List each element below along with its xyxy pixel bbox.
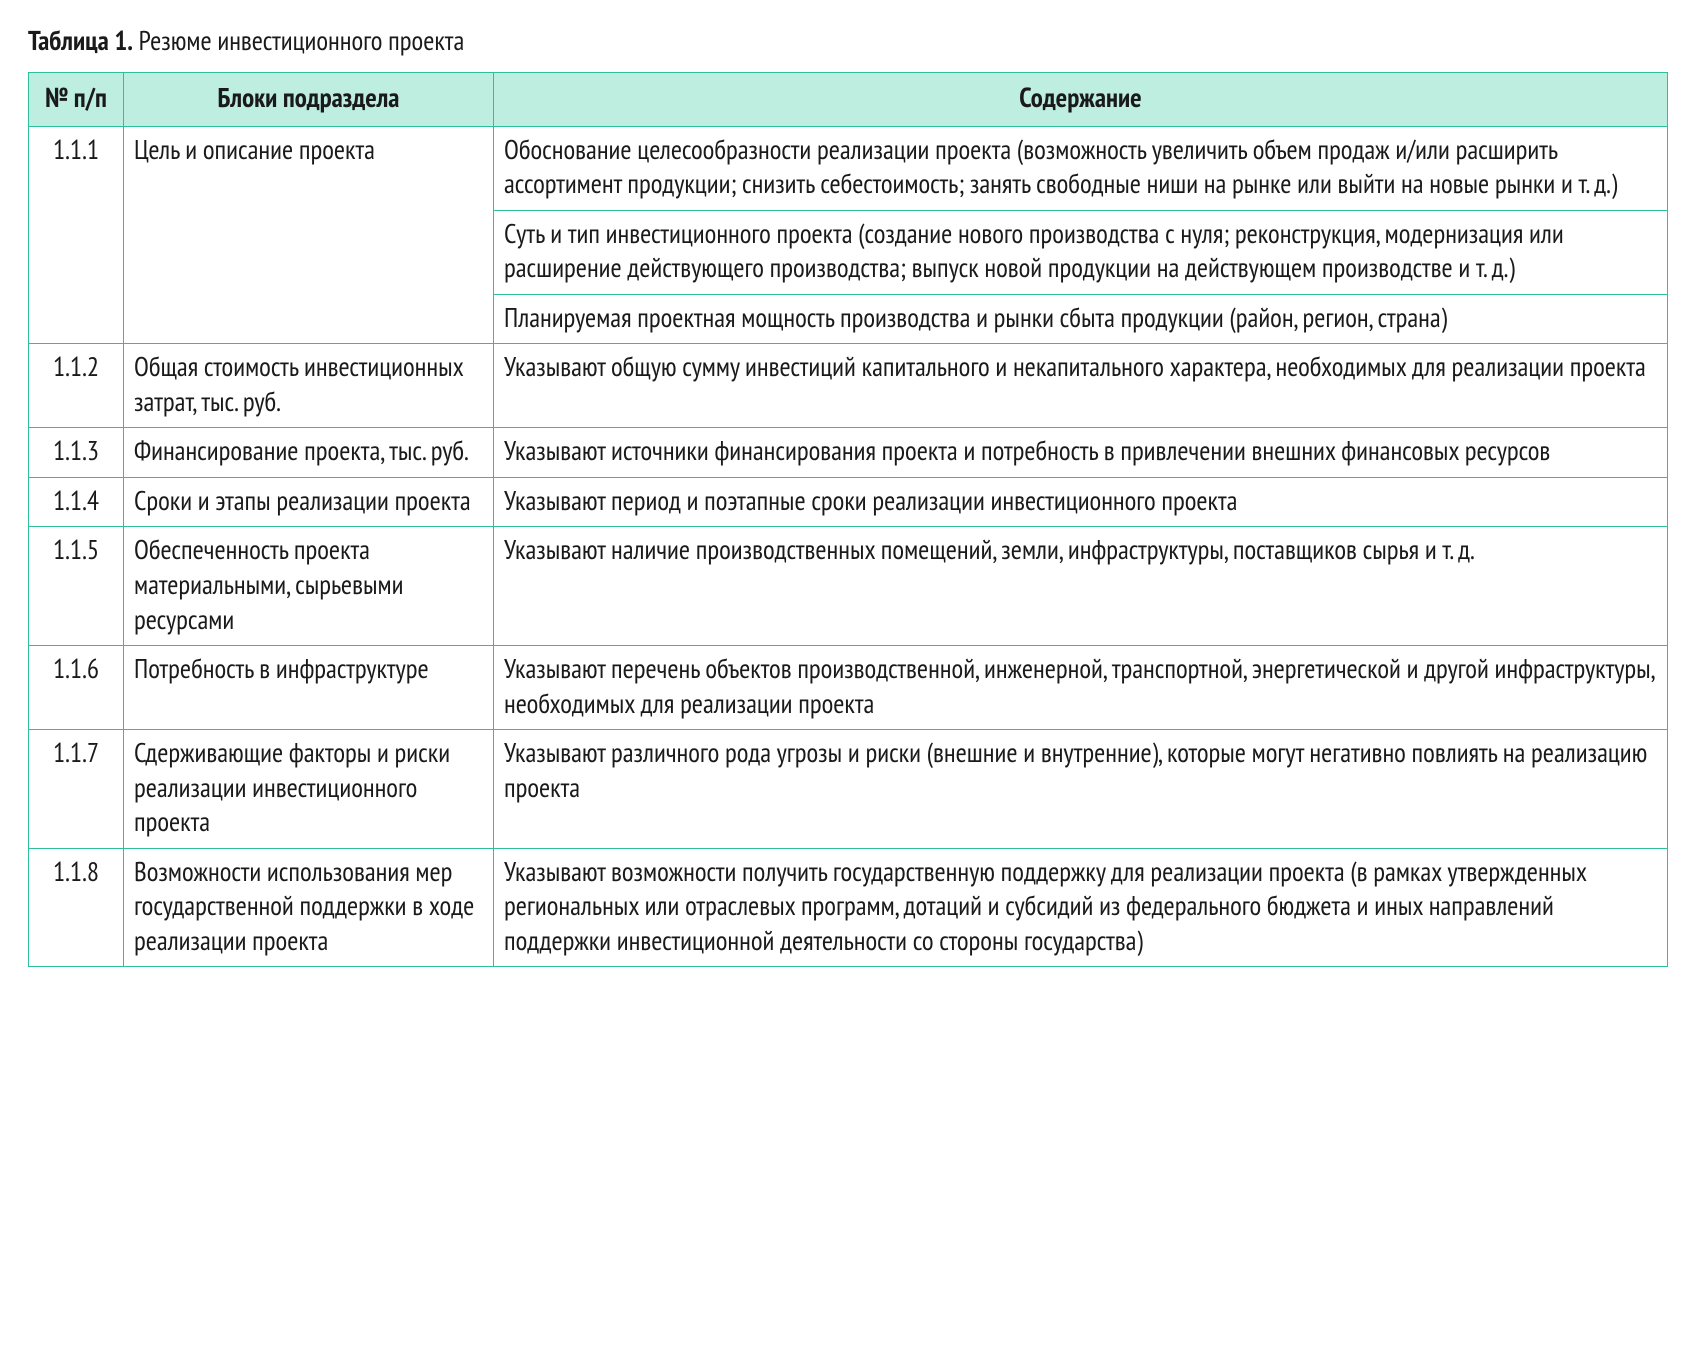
table-row: 1.1.4Сроки и этапы реализации проектаУка… (29, 477, 1668, 527)
cell-num: 1.1.1 (29, 126, 124, 344)
cell-num: 1.1.8 (29, 848, 124, 967)
cell-content: Указывают перечень объектов производстве… (494, 646, 1668, 730)
table-row: 1.1.1Цель и описание проектаОбоснование … (29, 126, 1668, 210)
cell-content: Указывают наличие производственных помещ… (494, 527, 1668, 646)
cell-block: Сдерживающие факторы и риски реализации … (124, 730, 494, 849)
table-caption: Таблица 1. Резюме инвестиционного проект… (28, 24, 1668, 58)
cell-num: 1.1.2 (29, 344, 124, 428)
table-row: 1.1.6Потребность в инфраструктуреУказыва… (29, 646, 1668, 730)
cell-block: Финансирование проекта, тыс. руб. (124, 428, 494, 478)
table-row: 1.1.3Финансирование проекта, тыс. руб.Ук… (29, 428, 1668, 478)
table-row: 1.1.7Сдерживающие факторы и риски реализ… (29, 730, 1668, 849)
cell-block: Потребность в инфраструктуре (124, 646, 494, 730)
caption-bold: Таблица 1. (28, 24, 133, 58)
table-row: 1.1.5Обеспеченность проекта материальным… (29, 527, 1668, 646)
cell-content: Обоснование целесообразности реализации … (494, 126, 1668, 210)
cell-content: Указывают различного рода угрозы и риски… (494, 730, 1668, 849)
col-header-num: № п/п (29, 73, 124, 127)
cell-num: 1.1.4 (29, 477, 124, 527)
cell-content: Суть и тип инвестиционного проекта (созд… (494, 210, 1668, 294)
caption-rest: Резюме инвестиционного проекта (133, 24, 464, 58)
cell-num: 1.1.5 (29, 527, 124, 646)
cell-num: 1.1.7 (29, 730, 124, 849)
table-row: 1.1.2Общая стоимость инвестиционных затр… (29, 344, 1668, 428)
cell-content: Указывают источники финансирования проек… (494, 428, 1668, 478)
cell-content: Указывают период и поэтапные сроки реали… (494, 477, 1668, 527)
cell-num: 1.1.3 (29, 428, 124, 478)
cell-block: Общая стоимость инвестиционных затрат, т… (124, 344, 494, 428)
table-body: 1.1.1Цель и описание проектаОбоснование … (29, 126, 1668, 967)
cell-block: Возможности использования мер государств… (124, 848, 494, 967)
cell-block: Обеспеченность проекта материальными, сы… (124, 527, 494, 646)
cell-num: 1.1.6 (29, 646, 124, 730)
cell-content: Указывают общую сумму инвестиций капитал… (494, 344, 1668, 428)
cell-content: Планируемая проектная мощность производс… (494, 294, 1668, 344)
investment-summary-table: № п/п Блоки подраздела Содержание 1.1.1Ц… (28, 72, 1668, 967)
col-header-block: Блоки подраздела (124, 73, 494, 127)
col-header-content: Содержание (494, 73, 1668, 127)
table-row: 1.1.8Возможности использования мер госуд… (29, 848, 1668, 967)
cell-content: Указывают возможности получить государст… (494, 848, 1668, 967)
cell-block: Сроки и этапы реализации проекта (124, 477, 494, 527)
table-header-row: № п/п Блоки подраздела Содержание (29, 73, 1668, 127)
cell-block: Цель и описание проекта (124, 126, 494, 344)
